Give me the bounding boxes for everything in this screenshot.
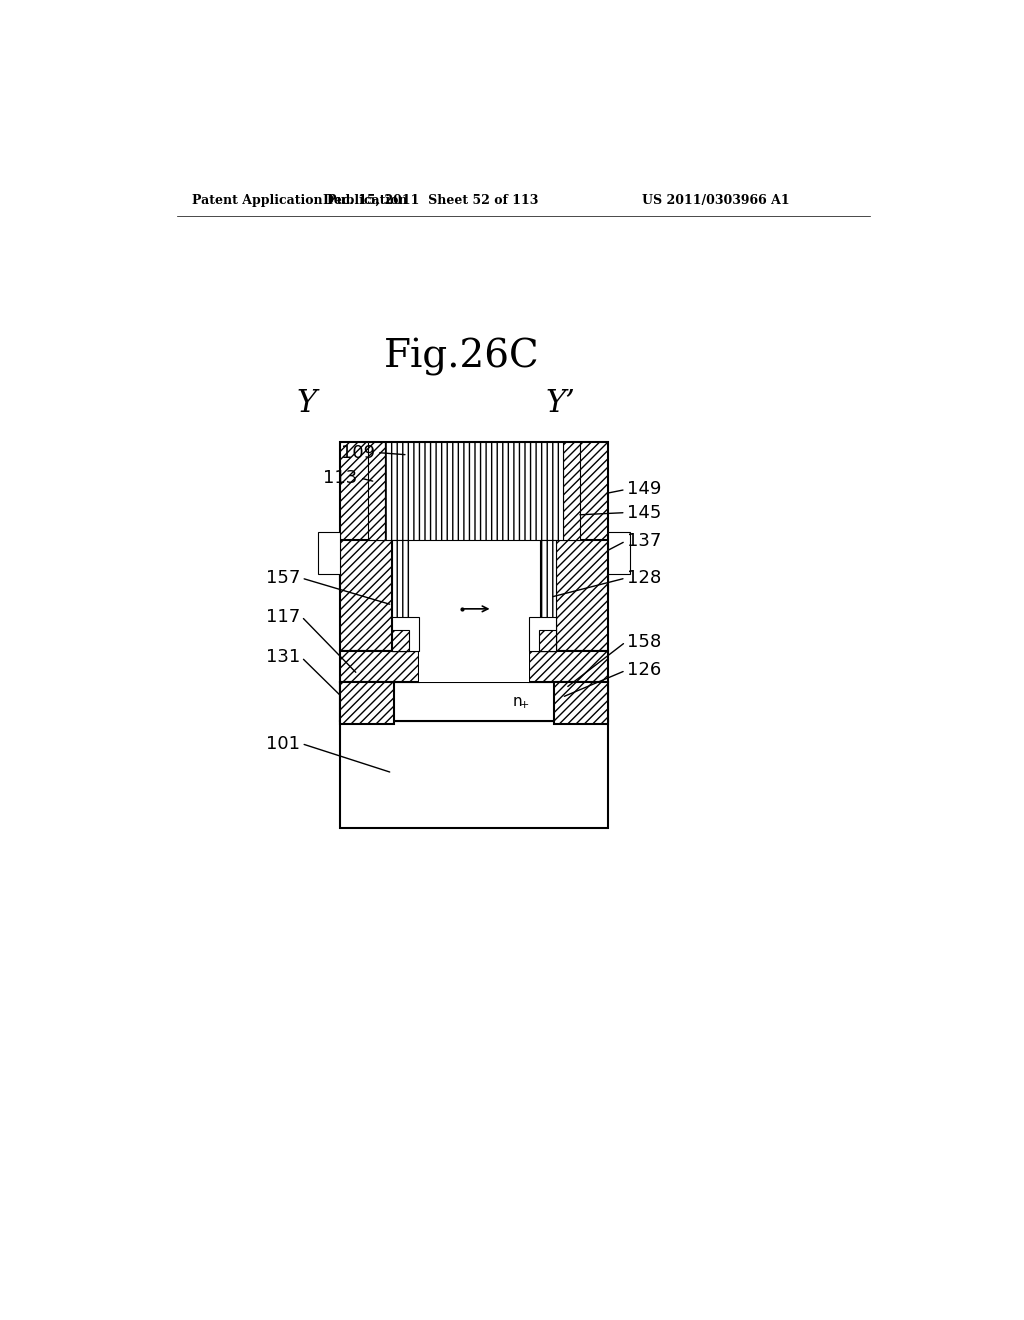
Text: 145: 145	[628, 504, 662, 521]
Text: 117: 117	[265, 607, 300, 626]
Bar	[392, 540, 408, 651]
Bar	[318, 532, 340, 574]
Text: +: +	[520, 700, 529, 710]
Bar	[528, 651, 608, 682]
Bar	[368, 442, 581, 540]
Text: 113: 113	[324, 469, 357, 487]
Text: 109: 109	[341, 444, 376, 462]
Bar	[392, 616, 419, 651]
Text: US 2011/0303966 A1: US 2011/0303966 A1	[642, 194, 790, 207]
Text: 137: 137	[628, 532, 662, 550]
Bar	[408, 540, 541, 651]
Bar	[608, 532, 630, 574]
Text: Fig.26C: Fig.26C	[384, 338, 540, 376]
Bar	[419, 651, 528, 682]
Text: Dec. 15, 2011  Sheet 52 of 113: Dec. 15, 2011 Sheet 52 of 113	[324, 194, 539, 207]
Bar	[340, 442, 608, 590]
Bar	[385, 442, 563, 540]
Bar	[340, 651, 419, 682]
Bar	[556, 540, 608, 651]
Text: 101: 101	[266, 735, 300, 752]
Bar	[392, 630, 410, 651]
Text: Y’: Y’	[546, 388, 575, 418]
Text: 157: 157	[265, 569, 300, 587]
Text: 128: 128	[628, 569, 662, 587]
Bar	[563, 442, 581, 540]
Text: 131: 131	[265, 648, 300, 667]
Text: 126: 126	[628, 661, 662, 680]
Bar	[340, 540, 392, 651]
Text: 149: 149	[628, 480, 662, 499]
Bar	[340, 682, 394, 725]
Bar	[340, 682, 608, 721]
Bar	[368, 442, 385, 540]
Bar	[539, 630, 556, 651]
Text: Patent Application Publication: Patent Application Publication	[193, 194, 408, 207]
Bar	[541, 540, 556, 651]
Text: 158: 158	[628, 634, 662, 651]
Text: Y: Y	[296, 388, 316, 418]
Bar	[554, 682, 608, 725]
Bar	[528, 616, 556, 651]
Bar	[340, 721, 608, 829]
Text: n: n	[512, 694, 522, 709]
